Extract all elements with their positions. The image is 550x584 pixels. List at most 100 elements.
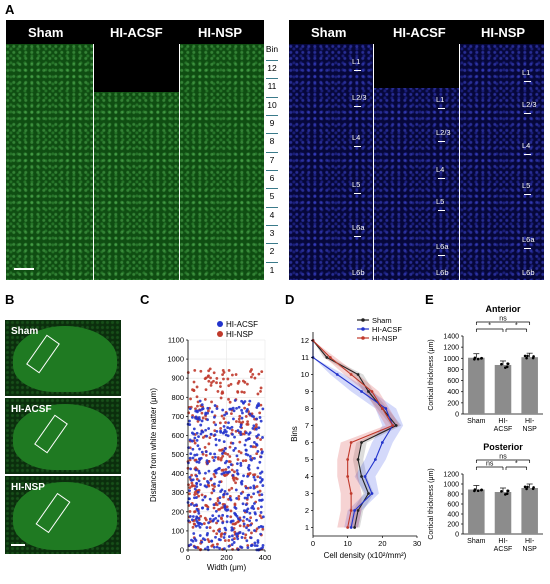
- data-point: [195, 507, 199, 511]
- data-point: [206, 461, 209, 465]
- bar: [521, 357, 538, 414]
- data-point: [243, 406, 247, 410]
- data-point: [256, 490, 260, 494]
- bin-divider: [266, 96, 278, 98]
- data-point: [218, 546, 221, 550]
- data-point: [252, 475, 256, 479]
- data-point: [255, 527, 259, 531]
- data-point: [245, 526, 248, 530]
- data-point: [195, 439, 199, 442]
- data-point: [199, 432, 203, 436]
- legend-label: Sham: [372, 316, 392, 325]
- data-point: [235, 420, 238, 423]
- data-point: [244, 533, 248, 537]
- data-point: [228, 400, 232, 404]
- data-point: [245, 496, 249, 500]
- data-point: [356, 373, 360, 376]
- panel-a-right-header: Sham HI-ACSF HI-NSP: [289, 20, 544, 44]
- tick-label: 9: [305, 387, 309, 396]
- data-point: [210, 400, 213, 404]
- data-point: [349, 492, 353, 495]
- data-point: [190, 473, 193, 477]
- data-point: [198, 399, 202, 403]
- data-point: [229, 463, 233, 466]
- data-point: [195, 417, 199, 421]
- data-point: [197, 416, 201, 419]
- data-point: [223, 539, 227, 542]
- data-point: [260, 451, 264, 455]
- x-axis-label: Cell density (x10²/mm²): [324, 551, 407, 560]
- panel-letter-c: C: [140, 292, 150, 307]
- data-point: [234, 373, 238, 376]
- bin-divider: [266, 206, 278, 208]
- data-point: [209, 477, 213, 481]
- data-point: [206, 418, 209, 422]
- data-point: [258, 493, 262, 497]
- data-point: [199, 548, 203, 551]
- data-point: [231, 441, 235, 445]
- data-point: [256, 392, 260, 396]
- data-point: [209, 376, 212, 380]
- data-point: [212, 472, 216, 476]
- data-point: [256, 450, 260, 453]
- data-point: [196, 404, 199, 408]
- data-point: [219, 430, 223, 434]
- data-point: [234, 446, 237, 450]
- data-point: [209, 432, 213, 436]
- data-point: [242, 515, 246, 519]
- data-point: [243, 443, 247, 447]
- data-point: [248, 519, 252, 523]
- data-point: [212, 506, 216, 510]
- layer-label: L2/3: [436, 128, 451, 137]
- data-point: [215, 532, 219, 535]
- divider: [373, 44, 374, 280]
- data-point: [346, 526, 350, 529]
- tick-label: 4: [305, 472, 309, 481]
- data-point: [253, 511, 257, 515]
- tick-label: 400: [259, 553, 272, 562]
- data-point: [251, 504, 255, 508]
- data-point: [248, 412, 252, 416]
- data-point: [232, 417, 235, 421]
- layer-boundary: [438, 178, 445, 179]
- data-point: [500, 362, 503, 366]
- data-point: [259, 438, 262, 441]
- data-point: [220, 472, 224, 476]
- data-point: [391, 424, 395, 427]
- data-point: [194, 524, 198, 528]
- data-point: [213, 482, 216, 486]
- legend-marker: [217, 331, 223, 337]
- data-point: [214, 469, 217, 473]
- header-hi-acsf: HI-ACSF: [110, 24, 163, 40]
- bar: [468, 489, 485, 534]
- data-point: [240, 546, 244, 549]
- data-point: [241, 519, 245, 523]
- data-point: [370, 492, 374, 495]
- bar: [521, 488, 538, 534]
- legend-marker: [361, 318, 365, 322]
- data-point: [246, 493, 250, 497]
- data-point: [380, 407, 384, 410]
- data-point: [328, 356, 332, 359]
- data-point: [227, 535, 231, 538]
- data-point: [196, 420, 200, 423]
- data-point: [219, 458, 223, 462]
- data-point: [523, 354, 527, 358]
- data-point: [241, 459, 245, 463]
- layer-label: L5: [436, 197, 445, 206]
- data-point: [258, 416, 262, 419]
- data-point: [230, 534, 234, 538]
- data-point: [476, 357, 480, 361]
- data-point: [197, 469, 201, 473]
- data-point: [189, 467, 192, 471]
- data-point: [194, 415, 198, 419]
- data-point: [227, 384, 231, 388]
- data-point: [246, 453, 250, 457]
- data-point: [217, 484, 221, 487]
- data-point: [249, 445, 253, 448]
- data-point: [190, 431, 194, 435]
- data-point: [203, 397, 207, 401]
- data-point: [255, 518, 258, 522]
- data-point: [253, 541, 257, 545]
